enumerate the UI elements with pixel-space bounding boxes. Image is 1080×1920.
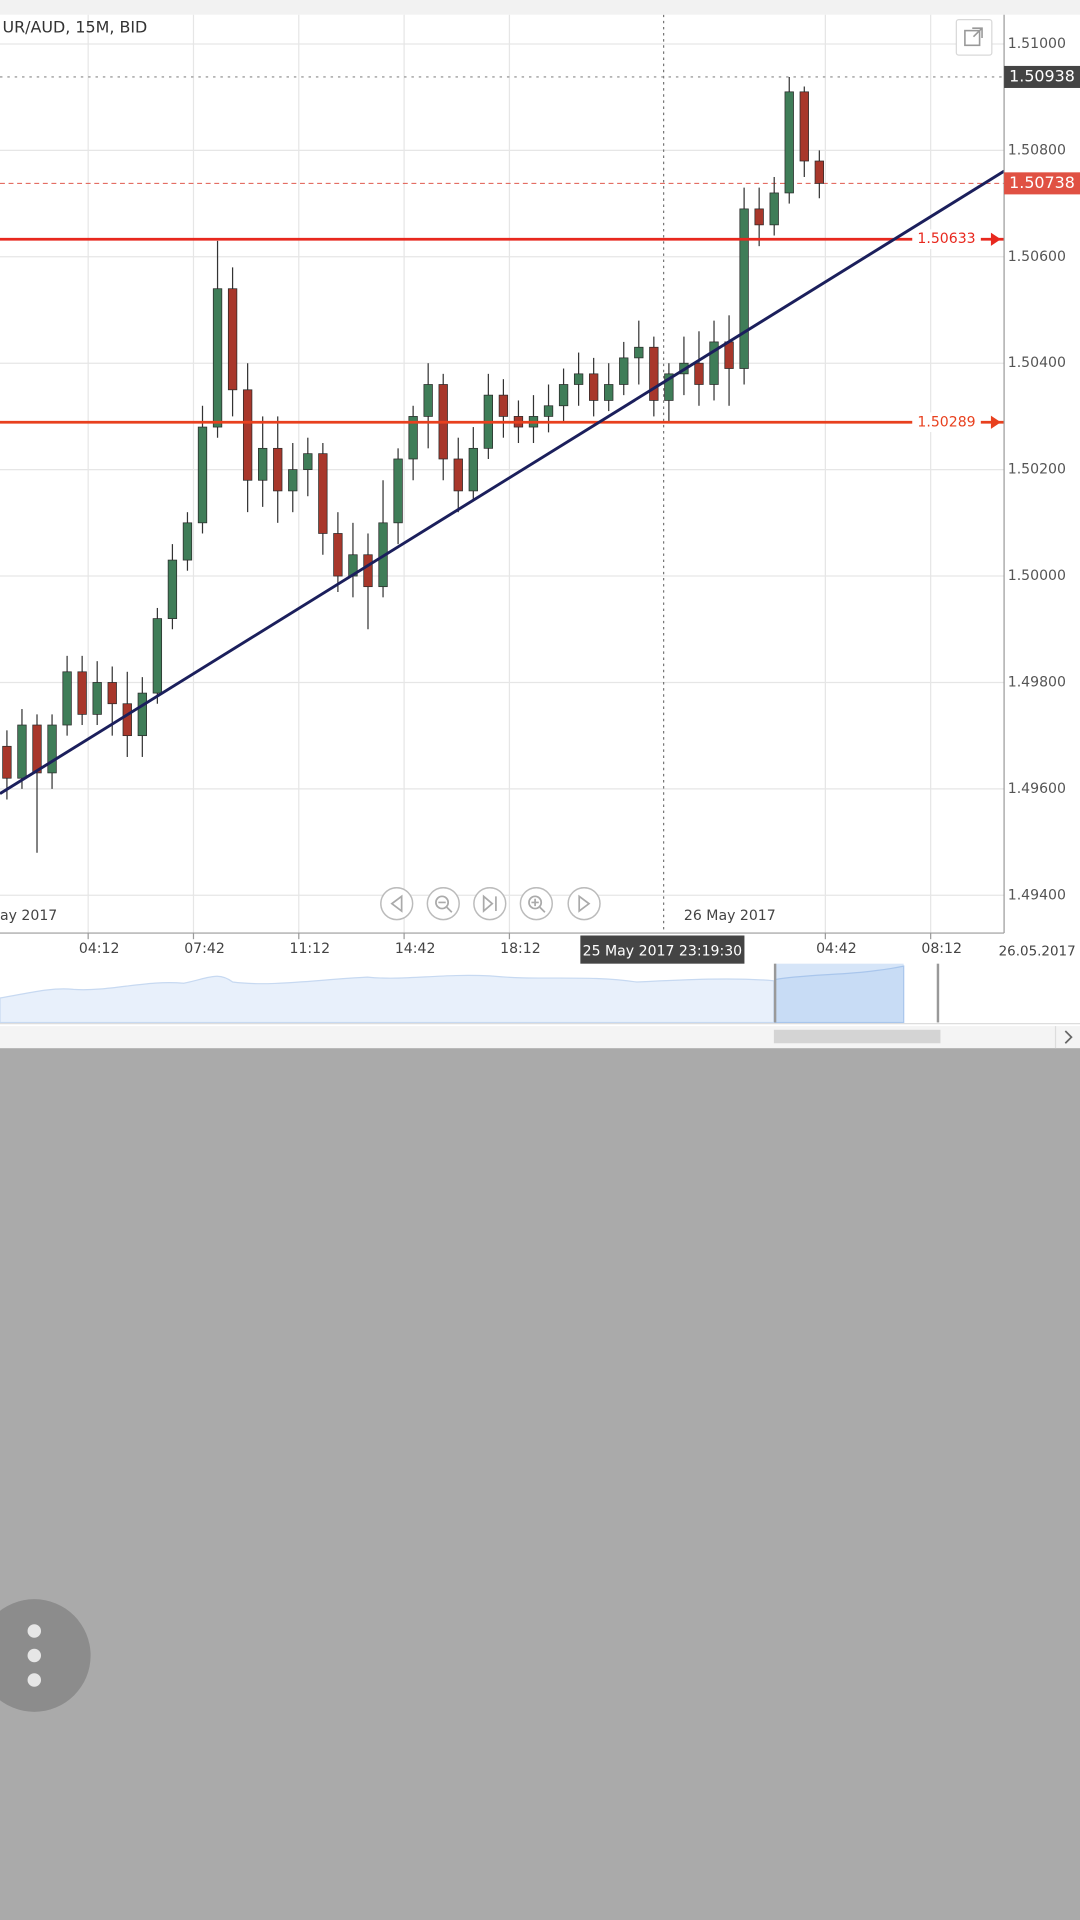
candle-body	[754, 208, 764, 226]
empty-area	[0, 1048, 1080, 1920]
y-tick-label: 1.49600	[1008, 781, 1066, 797]
axes: 1.49400 1.49600 1.49800 1.50000 1.50200 1.504…	[0, 36, 1080, 965]
chart-title: UR/AUD, 15M, BID	[2, 18, 147, 37]
date-label: 26 May 2017	[684, 908, 776, 924]
level-arrow	[983, 232, 1001, 246]
candle-body	[318, 453, 328, 534]
grid	[0, 14, 1005, 934]
candle-body	[363, 554, 373, 588]
last-price-label: 1.50738	[1009, 173, 1075, 192]
x-tick-label: 18:12	[500, 941, 541, 957]
candle-body	[468, 447, 478, 492]
candle-body	[769, 192, 779, 226]
candle-body	[694, 362, 704, 385]
candle-body	[408, 416, 418, 460]
level-label: 1.50289	[917, 414, 975, 430]
level-label: 1.50633	[917, 231, 975, 247]
y-tick-label: 1.51000	[1008, 36, 1066, 52]
candle-body	[197, 426, 208, 524]
trend-line	[0, 169, 1005, 795]
chart-background	[0, 0, 1080, 1049]
x-tick-label: 08:12	[921, 941, 962, 957]
candle-body	[453, 458, 463, 492]
crosshair-tag	[580, 935, 745, 965]
x-tick-label: 04:42	[816, 941, 857, 957]
candle-body	[814, 160, 824, 184]
last-price-tag	[1004, 172, 1080, 195]
candle-body	[212, 288, 223, 428]
candle-body	[152, 618, 163, 694]
candle-body	[77, 671, 87, 715]
x-tick-label: 07:42	[184, 941, 225, 957]
candle-body	[739, 208, 749, 369]
toolbar	[0, 0, 1080, 15]
menu-button[interactable]	[0, 1599, 91, 1712]
candle-body	[573, 373, 584, 385]
candle-body	[619, 357, 629, 385]
high-price-label: 1.50938	[1009, 66, 1075, 85]
candle-body	[242, 389, 253, 481]
candle-body	[182, 522, 193, 561]
popout-button[interactable]	[955, 18, 993, 56]
candle-body	[107, 682, 117, 705]
candle-body	[17, 724, 27, 779]
candle-body	[709, 341, 719, 385]
candle-body	[604, 384, 614, 401]
scrollbar[interactable]	[0, 1026, 1080, 1049]
candle-body	[634, 346, 644, 359]
level-arrow	[983, 415, 1001, 429]
plot: 1.50633 1.50289	[0, 14, 1005, 934]
date-stamp: 26.05.2017	[999, 944, 1076, 959]
candle-body	[799, 91, 809, 162]
candle-body	[589, 373, 599, 401]
candle-body	[303, 453, 313, 470]
candle-body	[333, 533, 343, 577]
candle-body	[167, 559, 178, 619]
candle-body	[2, 745, 12, 779]
candle-body	[273, 447, 283, 492]
candle-body	[498, 394, 509, 417]
y-tick-label: 1.50000	[1008, 568, 1066, 584]
candle-body	[543, 405, 554, 417]
crosshair-label: 25 May 2017 23:19:30	[583, 943, 743, 959]
y-tick-label: 1.49400	[1008, 887, 1066, 903]
level-label-bg	[912, 229, 981, 250]
level-label-bg	[912, 412, 981, 433]
candle-body	[288, 469, 298, 492]
candle-body	[393, 458, 403, 524]
candle-body	[122, 703, 132, 737]
candle-body	[784, 91, 794, 194]
high-price-tag	[1004, 65, 1080, 88]
candle-body	[664, 373, 674, 401]
y-tick-label: 1.50600	[1008, 249, 1066, 265]
candle-body	[47, 724, 57, 774]
x-tick-label: 14:42	[395, 941, 436, 957]
date-label: ay 2017	[0, 908, 57, 924]
candle-body	[227, 288, 238, 391]
candle-body	[423, 384, 433, 417]
candle-body	[32, 724, 42, 774]
y-tick-label: 1.49800	[1008, 674, 1066, 690]
x-tick-label: 04:12	[79, 941, 120, 957]
y-tick-label: 1.50400	[1008, 355, 1066, 371]
candle-body	[558, 384, 569, 407]
candle-body	[92, 682, 102, 715]
candle-body	[62, 671, 72, 726]
candle-body	[258, 447, 268, 481]
y-tick-label: 1.50200	[1008, 462, 1066, 478]
x-tick-label: 11:12	[290, 941, 331, 957]
navigator	[0, 963, 1080, 1025]
zoom-controls[interactable]	[380, 887, 601, 921]
candle-body	[724, 341, 734, 369]
candle-body	[649, 346, 659, 401]
candle-body	[137, 692, 147, 737]
y-tick-label: 1.50800	[1008, 142, 1066, 158]
